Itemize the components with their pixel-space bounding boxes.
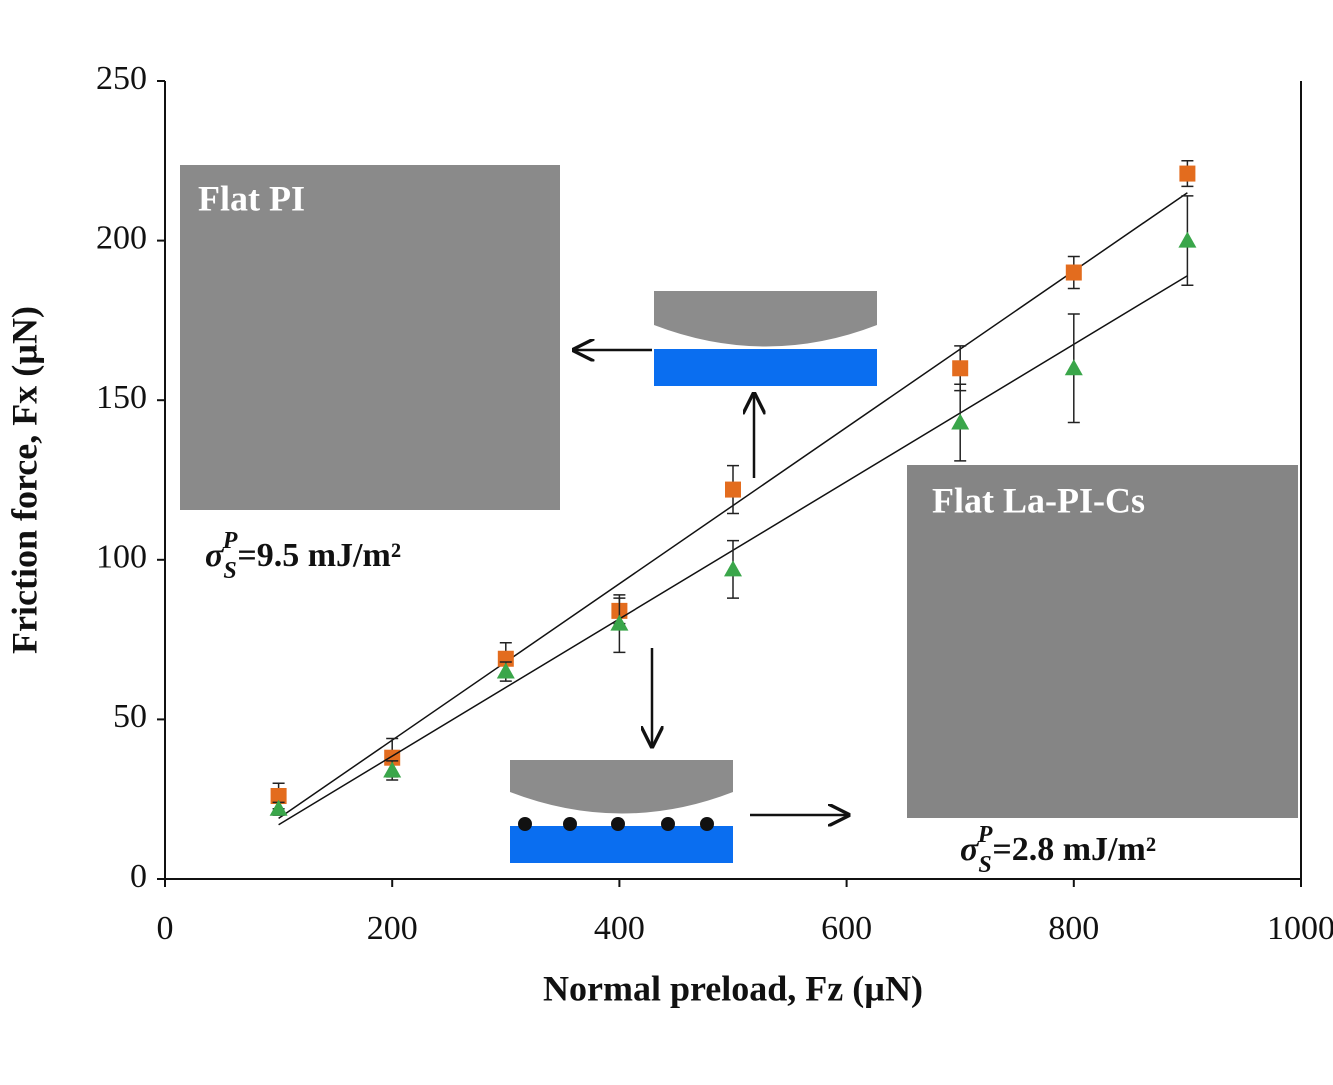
data-point bbox=[951, 413, 970, 430]
inset-label: Flat La-PI-Cs bbox=[932, 480, 1145, 520]
contact-diagram-top bbox=[654, 291, 877, 386]
contact-diagram-bottom bbox=[510, 760, 733, 863]
data-point bbox=[1178, 231, 1197, 248]
value: =9.5 mJ/m² bbox=[237, 537, 401, 574]
data-point bbox=[725, 481, 741, 498]
sup: P bbox=[222, 528, 238, 554]
x-tick-label: 0 bbox=[157, 910, 174, 947]
data-point bbox=[1064, 359, 1083, 376]
axis-frame bbox=[164, 81, 1302, 880]
sem-image-flat-la-pi-cs bbox=[907, 465, 1298, 818]
y-tick-label: 150 bbox=[96, 379, 147, 416]
y-tick-label: 50 bbox=[113, 698, 147, 735]
x-tick-label: 1000 bbox=[1267, 910, 1333, 947]
data-point bbox=[610, 614, 629, 631]
data-point bbox=[496, 662, 515, 679]
y-tick-label: 0 bbox=[130, 858, 147, 895]
data-point bbox=[1179, 165, 1196, 182]
sigma: σ bbox=[960, 831, 980, 868]
inset-label: Flat PI bbox=[198, 178, 305, 218]
y-tick-label: 250 bbox=[96, 60, 147, 97]
x-axis-title: Normal preload, Fz (µN) bbox=[543, 968, 923, 1008]
data-point bbox=[270, 788, 287, 805]
x-tick-label: 800 bbox=[1048, 910, 1099, 947]
y-tick-label: 200 bbox=[96, 219, 147, 256]
sem-image-flat-pi bbox=[180, 165, 560, 510]
surface-energy-label: σSP=2.8 mJ/m² bbox=[960, 822, 1156, 878]
surface-energy-label: σSP=9.5 mJ/m² bbox=[205, 528, 401, 584]
data-point bbox=[497, 650, 514, 667]
data-point bbox=[383, 761, 402, 778]
data-point bbox=[269, 799, 288, 816]
data-point bbox=[724, 560, 742, 577]
data-point bbox=[952, 360, 969, 377]
data-point bbox=[1065, 264, 1082, 281]
sigma: σ bbox=[205, 537, 225, 574]
sub: S bbox=[978, 852, 991, 878]
value: =2.8 mJ/m² bbox=[992, 831, 1156, 868]
x-tick-label: 200 bbox=[367, 910, 418, 947]
sub: S bbox=[223, 558, 236, 584]
arrows bbox=[574, 350, 848, 815]
x-tick-label: 400 bbox=[594, 910, 645, 947]
y-tick-label: 100 bbox=[96, 539, 147, 576]
y-axis-title: Friction force, Fx (µN) bbox=[4, 306, 44, 654]
x-tick-label: 600 bbox=[821, 910, 872, 947]
sup: P bbox=[977, 822, 993, 848]
